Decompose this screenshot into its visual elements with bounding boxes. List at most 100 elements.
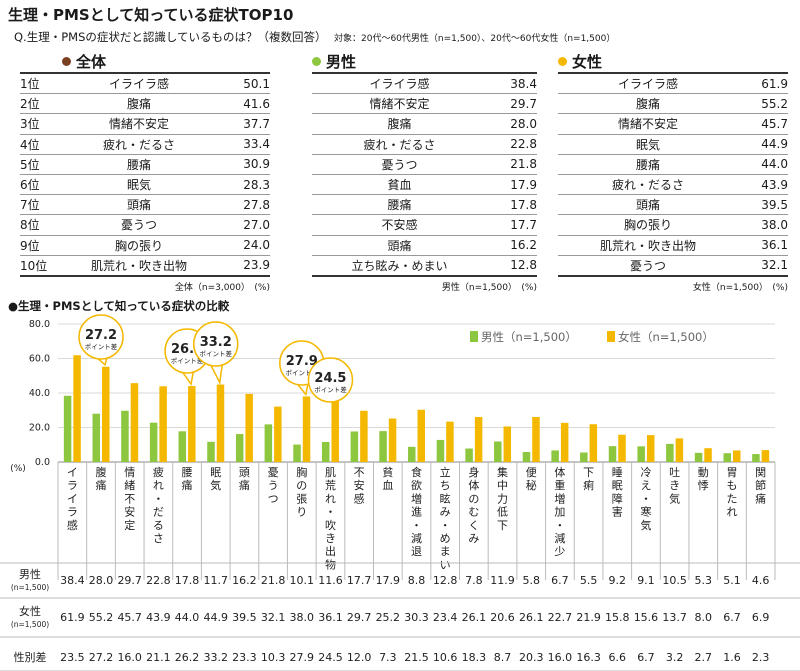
- percent-value: 32.1: [738, 255, 788, 277]
- panel-title: 男性: [326, 52, 357, 71]
- percent-value: 36.1: [738, 235, 788, 256]
- category-label: 身体のむくみ: [468, 465, 479, 545]
- symptom-label: 腰痛: [312, 194, 487, 216]
- symptom-label: 憂うつ: [312, 154, 487, 175]
- y-tick-label: 80.0: [29, 319, 50, 330]
- table-cell-value: 16.0: [548, 651, 573, 664]
- table-cell-value: 6.6: [609, 651, 627, 664]
- symptom-label: 頭痛: [58, 194, 220, 216]
- ranking-table: イライラ感 61.9 腹痛 55.2 情緒不安定 45.7 眠気 44.9 腰痛 44.0 疲れ・だ…: [558, 72, 788, 277]
- percent-value: 17.7: [487, 214, 537, 236]
- table-row: 疲れ・だるさ 43.9: [558, 174, 788, 196]
- category-label: 睡眠障害: [612, 466, 623, 519]
- bar-female: [589, 424, 598, 462]
- table-cell-value: 11.9: [490, 574, 515, 587]
- symptom-label: 情緒不安定: [58, 113, 220, 135]
- percent-value: 21.8: [487, 154, 537, 175]
- table-cell-value: 38.4: [60, 574, 85, 587]
- symptom-label: 腹痛: [58, 93, 220, 115]
- table-cell-value: 11.7: [203, 574, 228, 587]
- symptom-label: 憂うつ: [58, 214, 220, 236]
- table-row: イライラ感 61.9: [558, 72, 788, 95]
- table-cell-value: 12.0: [347, 651, 372, 664]
- bar-female: [732, 450, 741, 462]
- bar-female: [331, 399, 339, 462]
- percent-value: 33.4: [220, 134, 270, 155]
- table-row-sublabel: (n=1,500): [11, 583, 49, 592]
- table-row: 7位 頭痛 27.8: [20, 194, 270, 216]
- bar-female: [532, 416, 540, 462]
- category-label: 便秘: [526, 466, 537, 492]
- bar-female: [417, 409, 425, 462]
- legend-label-male: 男性（n=1,500）: [481, 330, 577, 344]
- table-cell-value: 15.8: [605, 611, 630, 624]
- percent-value: 16.2: [487, 235, 537, 256]
- bar-male: [321, 441, 330, 462]
- table-cell-value: 45.7: [117, 611, 142, 624]
- category-label: 疲れ・だるさ: [153, 465, 164, 545]
- bar-female: [675, 438, 684, 462]
- table-cell-value: 22.7: [548, 611, 573, 624]
- symptom-label: 疲れ・だるさ: [558, 174, 738, 196]
- symptom-label: 貧血: [312, 174, 487, 196]
- bar-male: [207, 441, 215, 462]
- symptom-label: 肌荒れ・吹き出物: [558, 235, 738, 256]
- table-row: 1位 イライラ感 50.1: [20, 72, 270, 95]
- callout-label: ポイント差: [314, 385, 347, 394]
- page-title: 生理・PMSとして知っている症状TOP10: [8, 6, 294, 24]
- table-cell-value: 22.8: [146, 574, 171, 587]
- table-row: イライラ感 38.4: [312, 72, 537, 95]
- table-cell-value: 26.2: [175, 651, 200, 664]
- table-cell-value: 6.7: [551, 574, 569, 587]
- table-row: 腹痛 28.0: [312, 113, 537, 135]
- bar-male: [752, 454, 760, 462]
- table-cell-value: 5.8: [522, 574, 540, 587]
- bar-male: [637, 446, 645, 462]
- symptom-label: 腹痛: [558, 93, 738, 115]
- symptom-label: 疲れ・だるさ: [58, 134, 220, 155]
- sample-size-note: 男性（n=1,500） (%): [441, 282, 537, 293]
- table-cell-value: 33.2: [203, 651, 228, 664]
- table-cell-value: 32.1: [261, 611, 286, 624]
- bar-female: [102, 366, 110, 462]
- symptom-label: 腰痛: [58, 154, 220, 175]
- percent-value: 50.1: [220, 72, 270, 95]
- percent-value: 37.7: [220, 113, 270, 135]
- y-tick-label: 0.0: [35, 457, 50, 468]
- table-cell-value: 38.0: [290, 611, 315, 624]
- table-cell-value: 10.5: [662, 574, 687, 587]
- category-label: 眠気: [210, 466, 221, 492]
- symptom-label: 不安感: [312, 214, 487, 236]
- percent-value: 44.0: [738, 154, 788, 175]
- percent-value: 28.0: [487, 113, 537, 135]
- bar-female: [159, 386, 167, 462]
- percent-value: 61.9: [738, 72, 788, 95]
- table-row: 2位 腹痛 41.6: [20, 93, 270, 115]
- table-cell-value: 1.6: [723, 651, 741, 664]
- bar-male: [408, 446, 416, 462]
- rank-label: 7位: [20, 194, 58, 216]
- table-row: 憂うつ 32.1: [558, 255, 788, 277]
- table-cell-value: 15.6: [634, 611, 659, 624]
- table-row: 腰痛 17.8: [312, 194, 537, 216]
- percent-value: 43.9: [738, 174, 788, 196]
- table-cell-value: 28.0: [89, 574, 114, 587]
- table-cell-value: 2.7: [695, 651, 713, 664]
- bar-male: [235, 434, 244, 462]
- bullet-dot-icon: [312, 56, 321, 66]
- category-label: 関節痛: [755, 466, 766, 505]
- category-label: 胃もたれ: [726, 466, 737, 519]
- symptom-label: 肌荒れ・吹き出物: [58, 255, 220, 277]
- table-row-label: 男性: [19, 567, 41, 581]
- bullet-dot-icon: [558, 56, 567, 66]
- bar-female: [73, 355, 81, 462]
- table-cell-value: 6.9: [752, 611, 770, 624]
- table-cell-value: 7.3: [379, 651, 397, 664]
- symptom-label: 情緒不安定: [312, 93, 487, 115]
- symptom-label: 憂うつ: [558, 255, 738, 277]
- bar-male: [465, 448, 473, 462]
- percent-value: 24.0: [220, 235, 270, 256]
- bar-male: [436, 439, 445, 462]
- table-cell-value: 21.1: [146, 651, 171, 664]
- callout-label: ポイント差: [85, 342, 118, 351]
